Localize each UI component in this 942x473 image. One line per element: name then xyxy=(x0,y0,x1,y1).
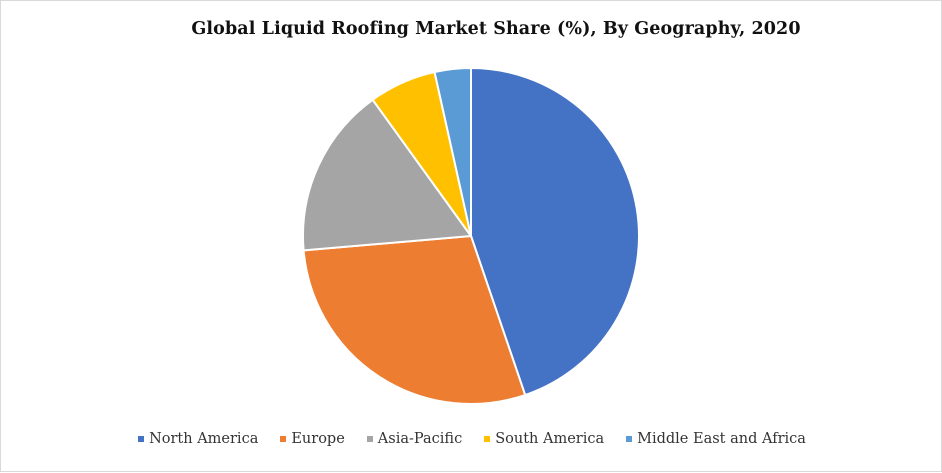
legend-label: South America xyxy=(495,431,605,447)
legend-swatch xyxy=(138,436,145,442)
legend-item-europe: Europe xyxy=(280,431,345,447)
chart-legend: North America Europe Asia-Pacific South Ame… xyxy=(1,431,942,447)
legend-swatch xyxy=(626,436,633,442)
pie-slice-north-america xyxy=(470,67,640,397)
pie-slice-asia-pacific xyxy=(302,98,472,252)
legend-item-asia-pacific: Asia-Pacific xyxy=(366,431,463,447)
legend-label: North America xyxy=(149,431,259,447)
legend-item-north-america: North America xyxy=(138,431,258,447)
pie-slice-middle-east-and-africa xyxy=(433,67,472,237)
chart-title: Global Liquid Roofing Market Share (%), … xyxy=(191,19,801,39)
legend-swatch xyxy=(484,436,491,442)
legend-swatch xyxy=(280,436,287,442)
legend-label: Asia-Pacific xyxy=(377,431,463,447)
legend-item-south-america: South America xyxy=(484,431,604,447)
legend-label: Middle East and Africa xyxy=(637,431,806,447)
pie-slice-europe xyxy=(302,235,527,405)
legend-item-middle-east-and-africa: Middle East and Africa xyxy=(626,431,806,447)
legend-label: Europe xyxy=(291,431,345,447)
legend-swatch xyxy=(366,436,373,442)
